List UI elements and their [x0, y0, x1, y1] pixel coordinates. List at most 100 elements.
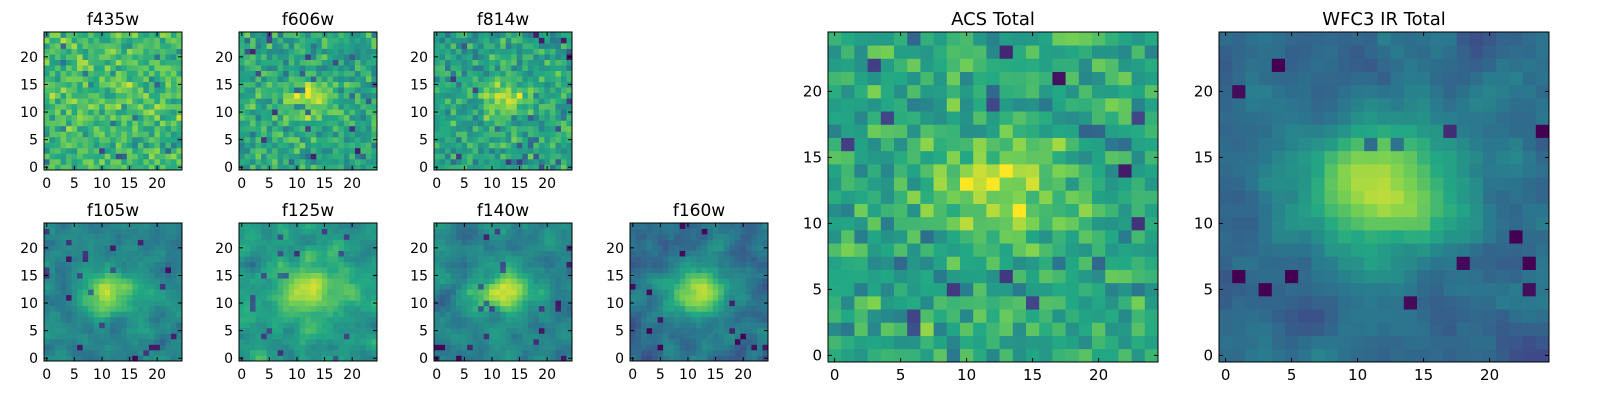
heatmap-cell	[960, 230, 974, 244]
heatmap-cell	[82, 322, 89, 329]
heatmap-cell	[294, 158, 301, 165]
heatmap-cell	[115, 114, 122, 121]
heatmap-cell	[456, 250, 462, 257]
heatmap-cell	[288, 256, 295, 262]
heatmap-cell	[60, 283, 67, 290]
heatmap-cell	[143, 239, 150, 246]
heatmap-cell	[338, 250, 345, 257]
heatmap-cell	[434, 158, 440, 165]
heatmap-cell	[489, 92, 496, 99]
heatmap-cell	[522, 256, 529, 262]
heatmap-cell	[630, 316, 636, 323]
heatmap-cell	[104, 158, 111, 165]
heatmap-cell	[450, 300, 457, 307]
heatmap-cell	[93, 261, 100, 268]
heatmap-cell	[494, 136, 501, 143]
heatmap-cell	[516, 278, 523, 285]
heatmap-cell	[343, 120, 350, 127]
heatmap-cell	[66, 109, 72, 116]
heatmap-cell	[170, 250, 177, 257]
heatmap-cell	[360, 114, 367, 121]
heatmap-cell	[511, 76, 518, 83]
heatmap-cell	[165, 43, 172, 49]
heatmap-cell	[277, 147, 284, 154]
heatmap-cell	[679, 349, 686, 356]
heatmap-cell	[701, 289, 708, 296]
heatmap-cell	[701, 305, 708, 312]
heatmap-cell	[500, 316, 507, 323]
heatmap-cell	[828, 296, 842, 310]
heatmap-cell	[828, 335, 842, 350]
heatmap-cell	[494, 267, 501, 274]
heatmap-cell	[729, 283, 736, 290]
heatmap-cell	[701, 355, 708, 362]
heatmap-cell	[148, 87, 155, 94]
heatmap-cell	[894, 282, 908, 297]
heatmap-cell	[288, 87, 295, 94]
heatmap-cell	[110, 59, 117, 66]
heatmap-cell	[751, 223, 758, 229]
heatmap-cell	[1012, 243, 1027, 257]
heatmap-cell	[461, 316, 468, 323]
heatmap-cell	[93, 338, 100, 345]
heatmap-cell	[841, 230, 855, 244]
heatmap-cell	[450, 250, 457, 257]
heatmap-cell	[332, 300, 339, 307]
heatmap-cell	[652, 228, 658, 235]
heatmap-cell	[299, 234, 306, 240]
heatmap-cell	[544, 76, 551, 83]
heatmap-cell	[327, 103, 334, 110]
heatmap-cell	[668, 250, 675, 257]
heatmap-cell	[461, 278, 468, 285]
heatmap-cell	[371, 76, 378, 83]
heatmap-cell	[527, 87, 534, 94]
heatmap-cell	[494, 322, 501, 329]
heatmap-cell	[55, 65, 61, 71]
heatmap-cell	[516, 250, 523, 257]
heatmap-cell	[110, 164, 117, 171]
heatmap-cell	[299, 349, 306, 356]
heatmap-cell	[973, 243, 987, 257]
heatmap-cell	[110, 245, 117, 251]
heatmap-cell	[894, 216, 908, 231]
heatmap-cell	[439, 289, 446, 296]
heatmap-cell	[679, 333, 686, 340]
heatmap-cell	[986, 296, 1000, 310]
heatmap-cell	[467, 327, 473, 334]
heatmap-cell	[165, 37, 172, 44]
heatmap-cell	[332, 267, 339, 274]
heatmap-cell	[354, 311, 361, 318]
heatmap-cell	[99, 272, 106, 279]
heatmap-cell	[549, 289, 556, 296]
heatmap-cell	[1118, 256, 1132, 270]
heatmap-cell	[522, 87, 529, 94]
heatmap-cell	[549, 338, 556, 345]
heatmap-cell	[894, 243, 908, 257]
heatmap-cell	[343, 349, 350, 356]
heatmap-cell	[668, 234, 675, 240]
heatmap-cell	[723, 267, 730, 274]
heatmap-cell	[132, 294, 139, 301]
heatmap-cell	[77, 142, 83, 149]
heatmap-cell	[566, 305, 573, 312]
heatmap-cell	[349, 239, 356, 246]
heatmap-cell	[646, 223, 653, 229]
heatmap-cell	[538, 289, 545, 296]
heatmap-cell	[456, 81, 462, 88]
heatmap-cell	[641, 228, 647, 235]
heatmap-cell	[478, 114, 485, 121]
heatmap-cell	[483, 261, 490, 268]
heatmap-cell	[244, 327, 251, 334]
heatmap-cell	[555, 81, 562, 88]
heatmap-cell	[1012, 296, 1027, 310]
heatmap-cell	[126, 239, 133, 246]
heatmap-cell	[516, 239, 523, 246]
heatmap-cell	[538, 158, 545, 165]
heatmap-cell	[679, 272, 686, 279]
heatmap-cell	[272, 76, 278, 83]
heatmap-cell	[560, 300, 567, 307]
heatmap-cell	[255, 289, 262, 296]
heatmap-cell	[349, 338, 356, 345]
heatmap-cell	[255, 43, 262, 49]
heatmap-cell	[143, 70, 150, 77]
